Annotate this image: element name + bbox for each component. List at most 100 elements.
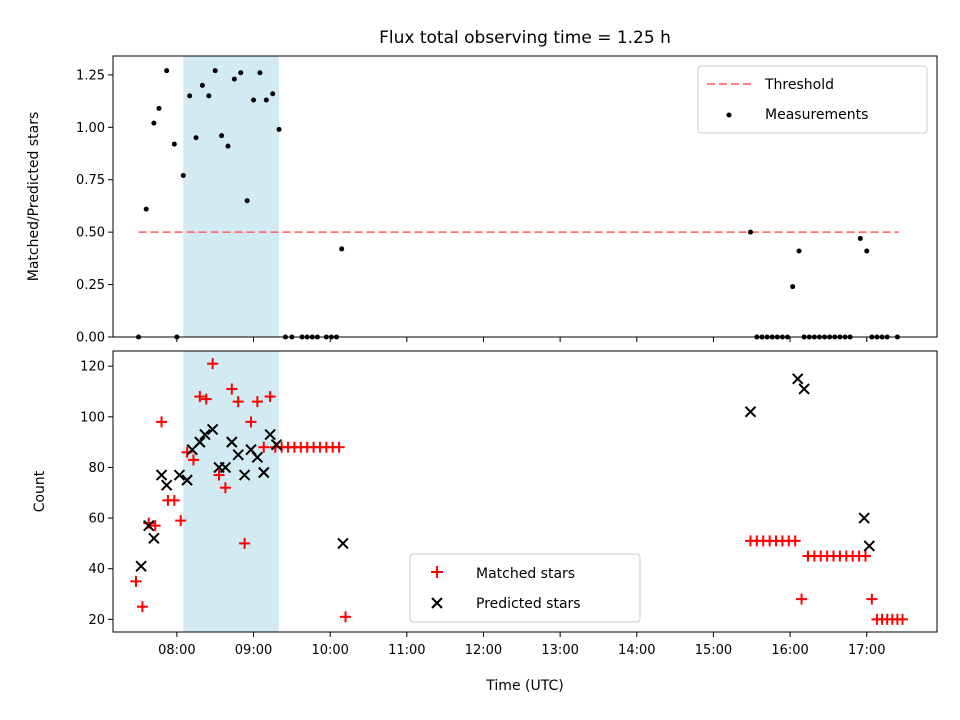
y-tick-label: 0.25 — [76, 278, 105, 293]
predicted-star-points — [135, 373, 875, 572]
y-tick-label: 0.75 — [76, 173, 105, 188]
y-tick-label: 120 — [80, 360, 105, 375]
predicted-star-point — [194, 436, 206, 448]
ratio-legend-box — [697, 65, 928, 134]
matched-star-point — [168, 494, 180, 506]
matched-star-point — [175, 515, 187, 527]
predicted-star-point — [181, 474, 193, 486]
predicted-star-point — [251, 451, 264, 464]
measurement-point — [231, 76, 237, 82]
x-tick-label: 08:00 — [158, 643, 195, 658]
ratio-legend: Threshold Measurements — [697, 65, 928, 134]
legend-predicted-label: Predicted stars — [476, 596, 581, 612]
measurement-point — [187, 93, 193, 99]
legend-matched-label: Matched stars — [476, 566, 575, 582]
legend-measurements-label: Measurements — [765, 107, 868, 123]
measurement-point — [790, 284, 796, 290]
x-tick-label: 15:00 — [695, 643, 732, 658]
matched-star-point — [156, 416, 168, 428]
x-tick-label: 14:00 — [618, 643, 655, 658]
predicted-star-point — [744, 406, 757, 418]
matched-star-point — [149, 520, 161, 532]
count-y-label: Count — [32, 470, 48, 512]
y-tick-label: 60 — [88, 512, 105, 527]
matched-star-point — [232, 396, 244, 408]
predicted-star-point — [143, 519, 155, 532]
measurement-point — [225, 143, 231, 149]
y-tick-label: 1.00 — [76, 121, 105, 136]
predicted-star-point — [798, 383, 810, 395]
predicted-star-point — [258, 466, 270, 479]
predicted-star-point — [337, 537, 349, 550]
matched-star-point — [866, 593, 878, 605]
measurement-point — [156, 105, 162, 111]
x-axis-label: Time (UTC) — [485, 678, 563, 694]
matched-star-point — [340, 611, 352, 623]
legend-threshold-label: Threshold — [764, 77, 834, 93]
count-panel: 20 40 60 80 100 120 08:00 09:00 10:00 11:00 12:00… — [32, 350, 938, 694]
measurement-point — [747, 229, 753, 235]
measurement-point — [164, 68, 170, 74]
measurement-point — [171, 141, 177, 147]
ratio-y-ticks: 0.00 0.25 0.50 0.75 1.00 1.25 — [76, 68, 113, 346]
matched-star-point — [187, 454, 199, 466]
x-tick-label: 17:00 — [848, 643, 885, 658]
measurement-point — [857, 235, 863, 241]
ratio-x-ticks — [176, 337, 868, 342]
predicted-star-point — [270, 438, 283, 451]
legend-matched-swatch — [431, 566, 443, 578]
matched-star-point — [251, 396, 263, 408]
predicted-star-point — [226, 436, 238, 448]
matched-star-point — [239, 537, 251, 549]
matched-star-point — [194, 391, 206, 403]
measurement-point — [193, 135, 199, 141]
predicted-star-point — [264, 428, 276, 441]
measurement-point — [796, 248, 802, 254]
measurement-point — [238, 70, 244, 76]
measurement-point — [212, 68, 218, 74]
measurement-point — [270, 91, 276, 97]
predicted-star-point — [792, 373, 804, 385]
matched-star-point — [897, 613, 909, 625]
matched-star-point — [200, 393, 212, 405]
y-tick-label: 100 — [80, 410, 105, 425]
predicted-star-point — [160, 479, 173, 491]
measurement-point — [151, 120, 157, 126]
predicted-star-point — [206, 423, 219, 436]
x-tick-label: 11:00 — [388, 643, 425, 658]
measurement-point — [199, 82, 205, 88]
predicted-star-point — [173, 469, 186, 481]
measurement-point — [276, 126, 282, 132]
count-y-ticks: 20 40 60 80 100 120 — [80, 360, 113, 628]
predicted-star-point — [155, 469, 168, 481]
matched-star-point — [796, 593, 808, 605]
y-tick-label: 0.00 — [76, 331, 105, 346]
count-legend-box — [409, 553, 641, 623]
matched-star-point — [136, 601, 148, 613]
matched-star-point — [226, 383, 238, 395]
y-tick-label: 80 — [88, 461, 105, 476]
legend-predicted-swatch — [431, 597, 443, 609]
ratio-y-label: Matched/Predicted stars — [26, 112, 42, 282]
ratio-panel-frame — [112, 55, 938, 338]
x-tick-label: 13:00 — [541, 643, 578, 658]
count-legend: Matched stars Predicted stars — [409, 553, 641, 623]
predicted-star-point — [148, 532, 160, 545]
figure-title: Flux total observing time = 1.25 h — [379, 28, 671, 48]
predicted-star-point — [199, 428, 211, 441]
predicted-star-point — [238, 469, 251, 481]
measurement-point — [143, 206, 149, 212]
predicted-star-point — [863, 540, 875, 552]
count-x-ticks: 08:00 09:00 10:00 11:00 12:00 13:00 14:00 15:00… — [158, 632, 885, 658]
matched-star-point — [333, 441, 345, 453]
y-tick-label: 1.25 — [76, 68, 105, 83]
measurement-point — [219, 133, 225, 139]
x-tick-label: 12:00 — [465, 643, 502, 658]
y-tick-label: 40 — [88, 562, 105, 577]
measurement-point — [339, 246, 345, 252]
matched-star-point — [245, 416, 257, 428]
x-tick-label: 16:00 — [771, 643, 808, 658]
measurement-point — [180, 173, 186, 179]
legend-measurements-swatch — [726, 112, 732, 118]
